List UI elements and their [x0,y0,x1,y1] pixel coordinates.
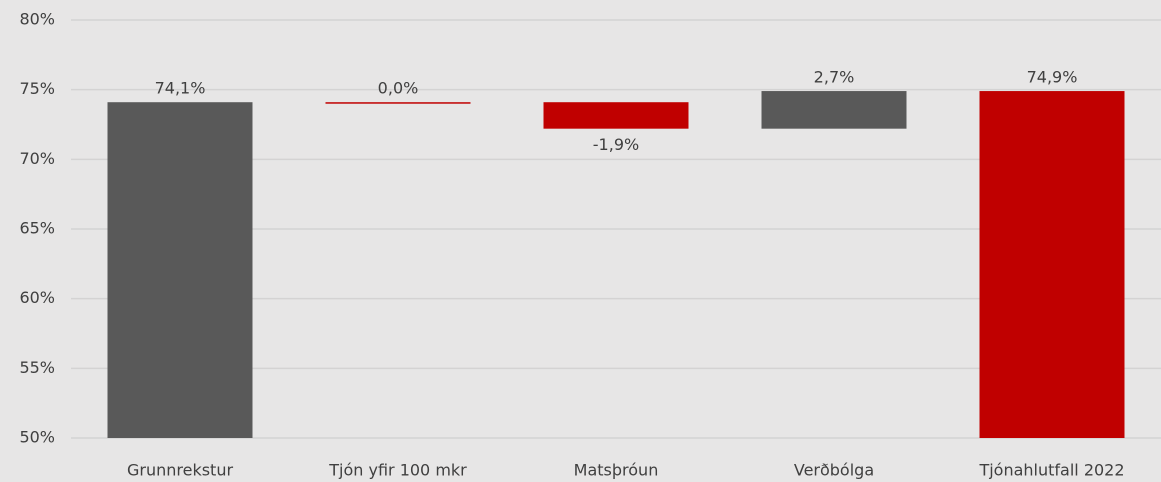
x-tick-label: Tjón yfir 100 mkr [328,461,467,480]
y-tick-label: 60% [19,288,55,307]
y-tick-label: 55% [19,358,55,377]
x-tick-label: Verðbólga [794,461,874,480]
data-label: 74,9% [1027,68,1078,87]
data-label: 74,1% [155,79,206,98]
bar [107,102,253,438]
x-tick-label: Tjónahlutfall 2022 [978,461,1124,480]
x-tick-label: Grunnrekstur [127,461,233,480]
data-label: 2,7% [814,68,855,87]
bar [325,102,471,104]
y-tick-label: 80% [19,10,55,29]
bar [979,91,1125,438]
x-tick-label: Matsþróun [574,461,659,480]
y-tick-label: 65% [19,219,55,238]
data-label: 0,0% [378,79,419,98]
bar [543,102,689,129]
y-tick-label: 50% [19,428,55,447]
data-label: -1,9% [593,135,639,154]
bar [761,91,907,129]
y-tick-label: 75% [19,79,55,98]
y-tick-label: 70% [19,149,55,168]
